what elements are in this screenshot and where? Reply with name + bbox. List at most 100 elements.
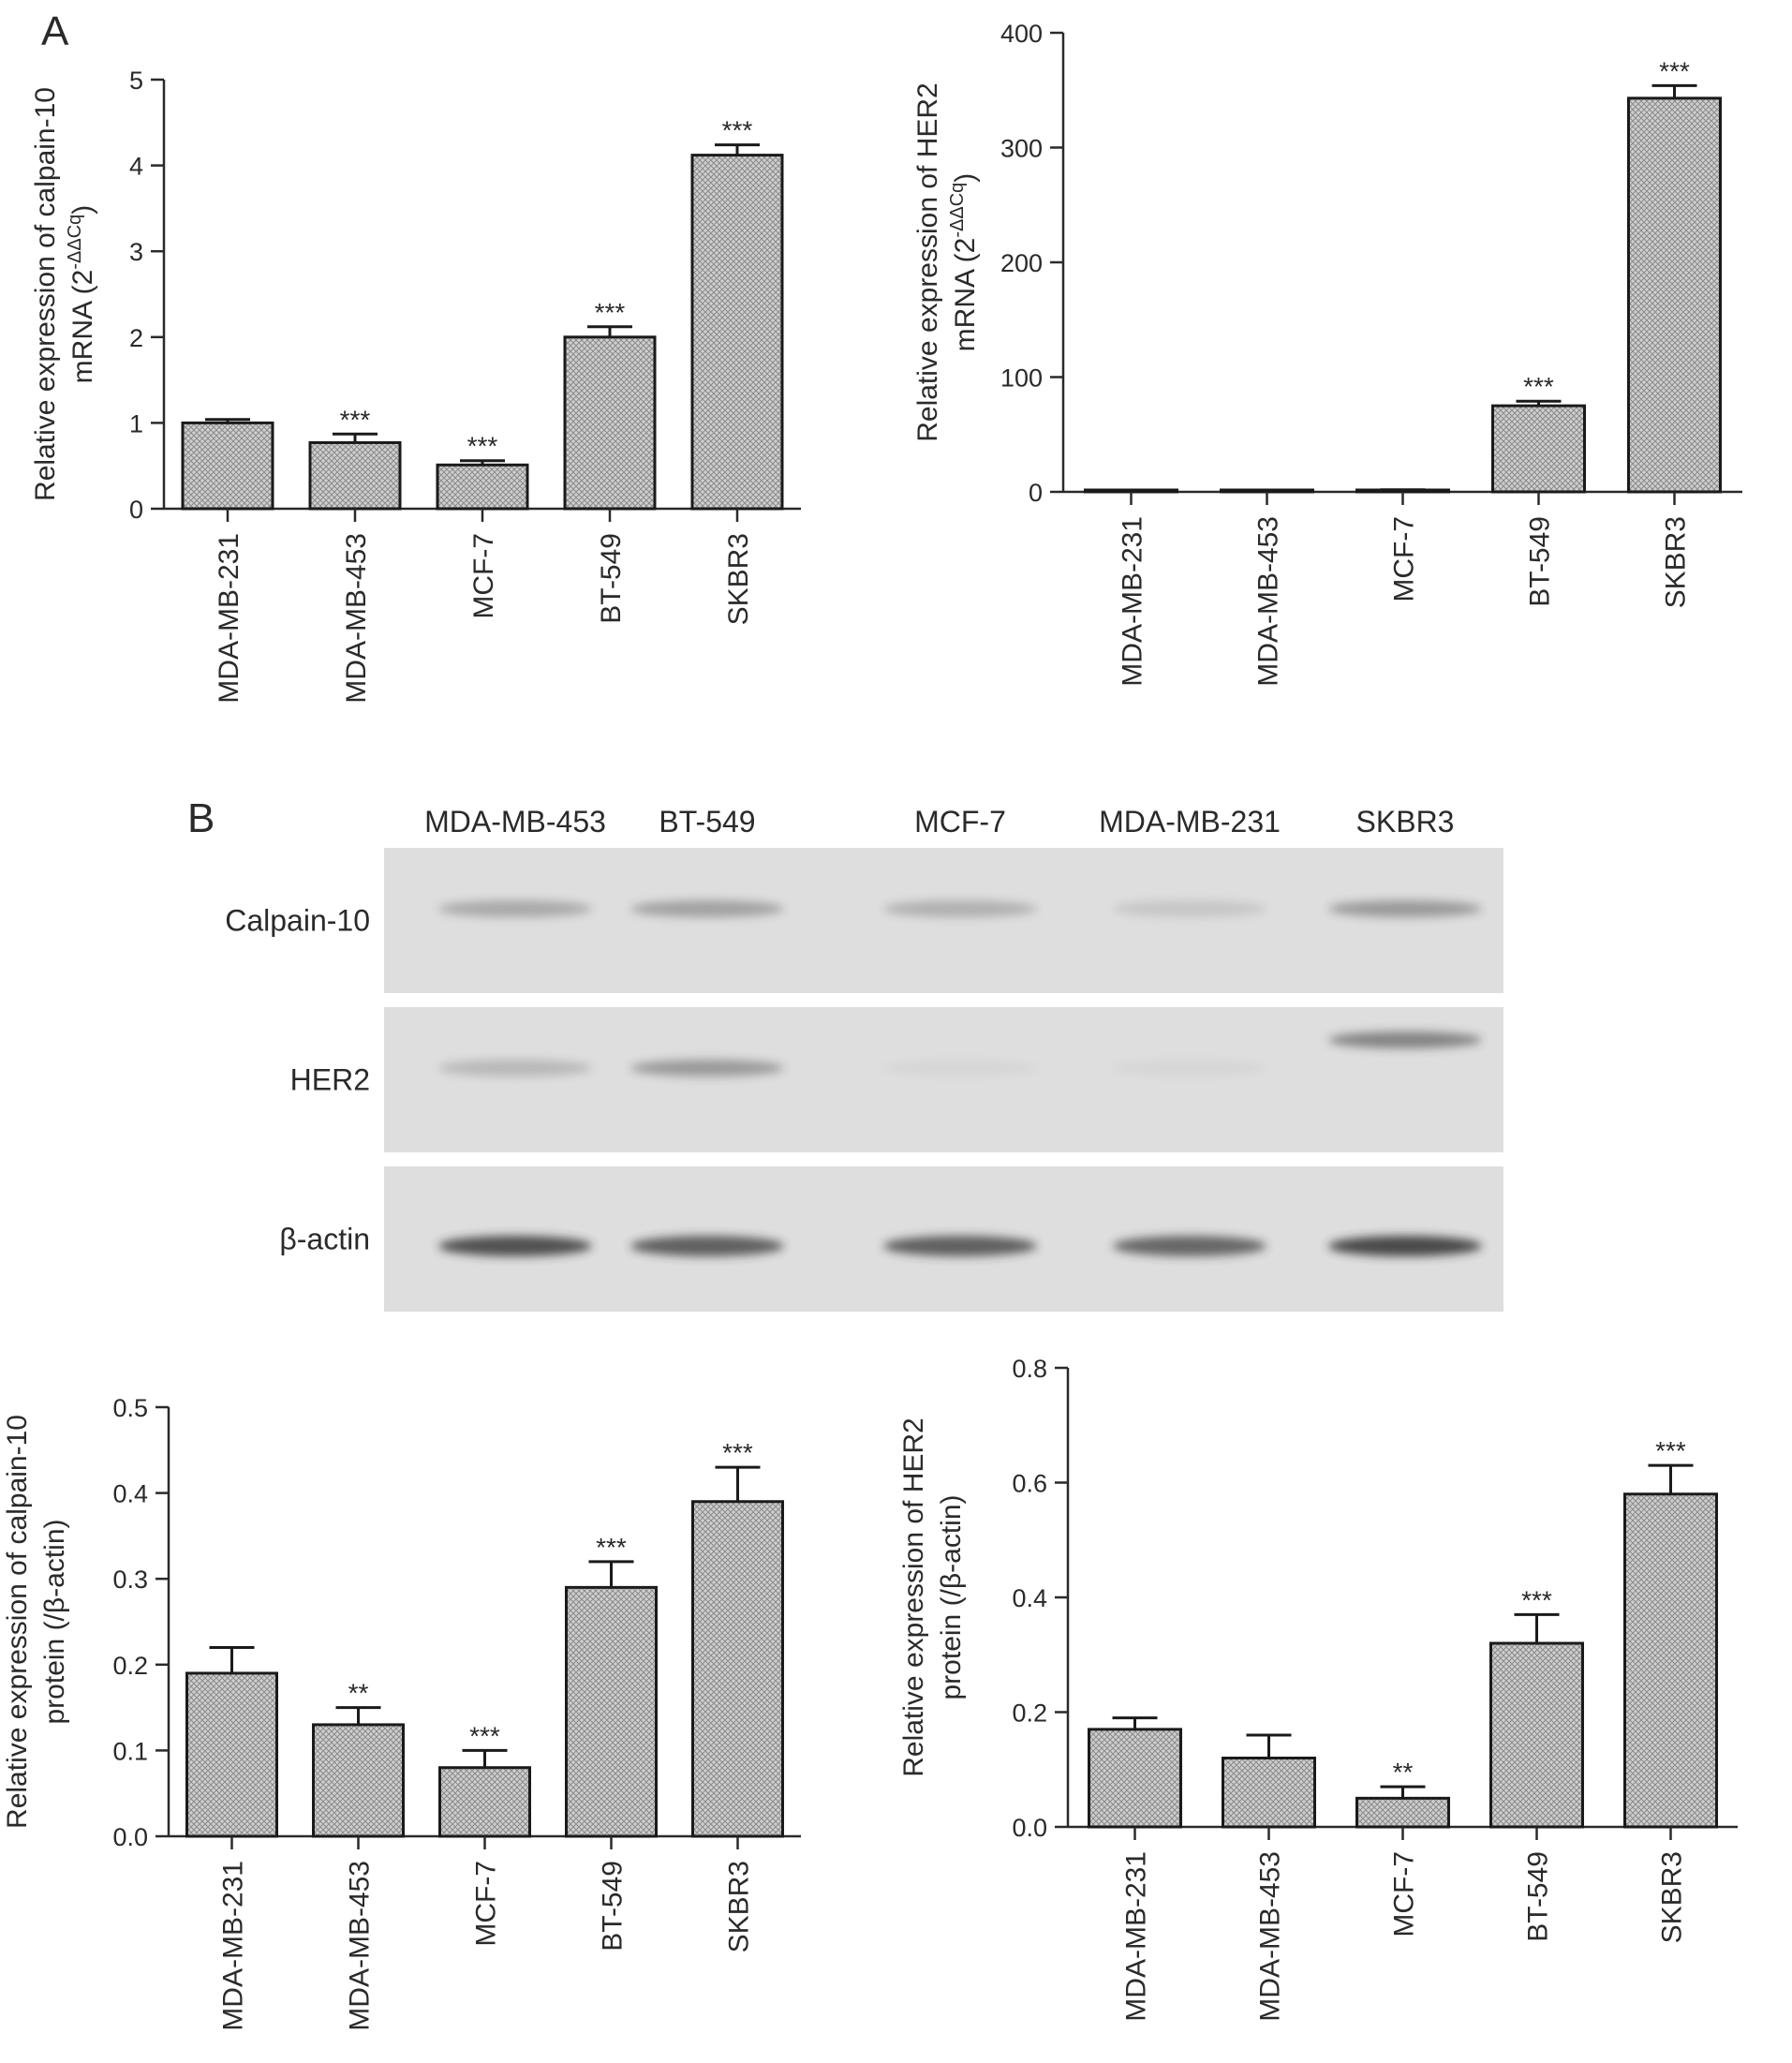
y-axis-title-line1: Relative expression of HER2: [912, 82, 943, 442]
blot-band: [1113, 900, 1266, 917]
lane-label: MDA-MB-453: [424, 805, 606, 839]
y-tick-label: 5: [129, 67, 143, 95]
blot-row-label: HER2: [290, 1063, 370, 1097]
y-axis-title-line1: Relative expression of calpain-10: [2, 1415, 33, 1829]
bar-mcf-7: [436, 463, 529, 511]
category-label: BT-549: [596, 533, 627, 624]
category-label: MDA-MB-231: [1118, 516, 1148, 687]
y-axis-title-line2: mRNA (2-ΔΔCq): [65, 205, 98, 384]
bar-bt-549: [563, 335, 657, 511]
y-tick-label: 0: [1029, 479, 1043, 507]
bar-mda-mb-453: [312, 1723, 405, 1838]
y-tick-label: 0.3: [112, 1566, 148, 1594]
bar-mda-mb-453: [1222, 1757, 1316, 1829]
y-tick-label: 2: [129, 324, 143, 352]
blot-band: [438, 900, 592, 917]
category-label: MDA-MB-231: [1121, 1851, 1152, 2022]
blot-band: [438, 1060, 592, 1076]
y-tick-label: 0.1: [112, 1737, 148, 1765]
y-axis-title-end: ): [950, 173, 981, 183]
significance-label: ***: [722, 1438, 753, 1467]
y-tick-label: 0.2: [112, 1652, 148, 1680]
blot-band: [1328, 900, 1482, 917]
bar-mda-mb-453: [308, 440, 402, 511]
significance-label: ***: [469, 1721, 500, 1750]
y-tick-label: 0.5: [112, 1394, 148, 1422]
blot-band: [1328, 1236, 1482, 1256]
y-tick-label: 4: [129, 153, 143, 181]
blot-band: [630, 1236, 784, 1256]
category-label: MCF-7: [471, 1861, 502, 1947]
y-axis-title-end: ): [67, 205, 98, 215]
significance-label: ***: [340, 405, 371, 434]
y-tick-label: 3: [129, 238, 143, 266]
bar-mcf-7: [438, 1766, 531, 1838]
lane-label: MCF-7: [914, 805, 1006, 839]
category-label: MDA-MB-231: [218, 1861, 249, 2031]
y-tick-label: 100: [1000, 364, 1043, 393]
y-tick-label: 0.0: [1012, 1814, 1047, 1842]
blot-membrane: [384, 848, 1503, 993]
category-label: MDA-MB-453: [1253, 516, 1284, 687]
blot-membrane: [384, 1007, 1503, 1152]
blot-band: [630, 900, 784, 917]
significance-label: ***: [595, 298, 626, 327]
blot-row-label: β-actin: [279, 1223, 370, 1256]
y-axis-title-superscript: -ΔΔCq: [65, 215, 85, 270]
y-tick-label: 300: [1000, 135, 1043, 163]
y-tick-label: 0.8: [1012, 1355, 1047, 1383]
bar-skbr3: [1623, 1492, 1718, 1829]
y-tick-label: 0: [129, 496, 143, 524]
panel-label-a: A: [41, 8, 69, 54]
western-blot: MDA-MB-453 BT-549 MCF-7 MDA-MB-231 SKBR3 Calp…: [225, 805, 1503, 1312]
bar-bt-549: [1491, 404, 1586, 494]
category-label: BT-549: [1525, 516, 1556, 607]
panel-label-b: B: [187, 795, 215, 841]
significance-label: ***: [1521, 1585, 1552, 1614]
chart-her2-protein: 0.0 0.2 0.4 0.6 0.8 Relative expression of HE…: [898, 1355, 1738, 2022]
blot-band: [438, 1236, 592, 1256]
category-label: SKBR3: [724, 1861, 755, 1952]
bar-mda-mb-231: [185, 1671, 278, 1838]
y-axis-title-base: protein (/β-actin): [39, 1520, 70, 1725]
blot-band: [1328, 1032, 1482, 1048]
blot-band: [883, 1236, 1037, 1256]
y-axis-title-base: protein (/β-actin): [936, 1495, 967, 1700]
lane-label: MDA-MB-231: [1099, 805, 1281, 839]
blot-band: [630, 1060, 784, 1076]
bar-bt-549: [565, 1585, 658, 1838]
significance-label: **: [348, 1679, 369, 1708]
category-label: MDA-MB-453: [1255, 1851, 1286, 2022]
y-tick-label: 0.4: [112, 1480, 148, 1508]
y-tick-label: 1: [129, 409, 143, 438]
category-label: BT-549: [1523, 1851, 1554, 1942]
significance-label: **: [1393, 1758, 1414, 1787]
bar-skbr3: [690, 154, 784, 511]
chart-calpain10-mrna: 0 1 2 3 4 5 Relative expression of calpain-10 m…: [30, 67, 801, 704]
category-label: SKBR3: [1661, 516, 1692, 608]
category-label: MDA-MB-231: [214, 533, 244, 704]
y-tick-label: 0.4: [1012, 1584, 1047, 1612]
category-label: MDA-MB-453: [345, 1861, 376, 2031]
bar-bt-549: [1489, 1641, 1584, 1829]
bar-mda-mb-231: [181, 421, 274, 511]
chart-her2-mrna: 0 100 200 300 400 Relative expression of HER2…: [912, 20, 1742, 687]
y-axis-title-line1: Relative expression of calpain-10: [30, 87, 61, 501]
significance-label: ***: [467, 432, 498, 461]
y-axis-title-superscript: -ΔΔCq: [947, 183, 968, 238]
category-label: BT-549: [598, 1861, 629, 1952]
y-tick-label: 400: [1000, 20, 1043, 48]
y-axis-title-line1: Relative expression of HER2: [898, 1417, 929, 1777]
y-tick-label: 0.0: [112, 1823, 148, 1851]
lane-label: SKBR3: [1356, 805, 1455, 839]
significance-label: ***: [1655, 1436, 1686, 1465]
blot-band: [1113, 1060, 1266, 1076]
category-label: SKBR3: [1657, 1851, 1688, 1943]
y-tick-label: 0.6: [1012, 1470, 1047, 1498]
bar-skbr3: [691, 1500, 784, 1838]
y-axis-title-base: mRNA (2: [67, 270, 98, 384]
significance-label: ***: [1659, 56, 1690, 85]
blot-row-label: Calpain-10: [225, 904, 370, 938]
category-label: SKBR3: [723, 533, 754, 625]
